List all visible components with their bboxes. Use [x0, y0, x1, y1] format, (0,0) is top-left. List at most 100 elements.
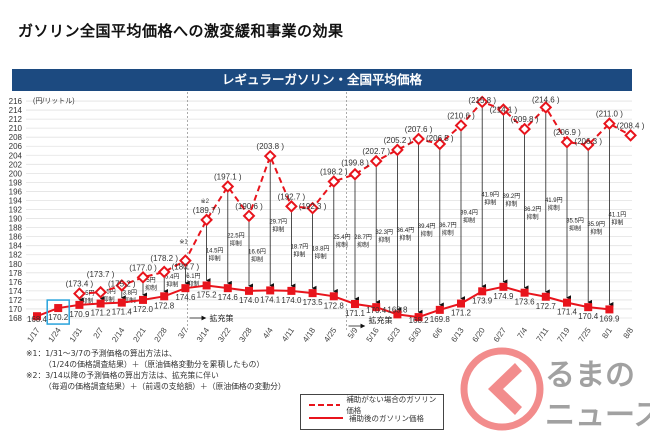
chart-banner: レギュラーガソリン・全国平均価格	[12, 69, 632, 91]
legend-label: 補助がない場合のガソリン価格	[346, 395, 437, 415]
x-tick-label: 6/27	[492, 326, 509, 344]
legend-item-no-subsidy: 補助がない場合のガソリン価格	[301, 395, 443, 415]
data-point-subsidized	[33, 312, 41, 321]
data-label-subsidized: 174.6	[218, 293, 239, 302]
suppression-amount: 32.3円	[375, 229, 393, 236]
x-tick-label: 3/28	[237, 326, 254, 344]
data-label-no-subsidy: (211.0 )	[596, 110, 623, 119]
x-tick-label: 3/22	[216, 326, 233, 344]
suppression-amount: 5.4円	[165, 273, 179, 280]
data-point-subsidized	[202, 281, 211, 290]
suppression-label: 抑制	[187, 280, 199, 288]
y-tick-label: 172	[9, 296, 23, 305]
data-label-no-subsidy: (202.7 )	[362, 147, 390, 156]
data-point-no-subsidy	[497, 103, 510, 116]
legend-label: 補助後のガソリン価格	[349, 413, 424, 423]
suppression-amount: 36.4円	[397, 227, 415, 234]
y-tick-label: 180	[9, 260, 23, 269]
suppression-label: 抑制	[272, 225, 284, 233]
suppression-label: 抑制	[569, 224, 581, 232]
x-tick-label: 7/11	[534, 326, 550, 344]
x-tick-label: 2/21	[131, 326, 148, 344]
y-tick-label: 170	[9, 305, 23, 314]
y-tick-label: 194	[9, 196, 23, 205]
note-2: ※2：3/14以降の予測価格の算出方法は、拡充策に伴い	[26, 371, 219, 380]
suppression-amount: 14.5円	[206, 248, 224, 255]
data-label-no-subsidy: (189.7 )	[193, 206, 221, 215]
data-label-subsidized: 169.8	[430, 315, 451, 324]
suppression-amount: 29.7円	[269, 218, 287, 225]
x-tick-label: 3/7	[176, 326, 190, 341]
data-point-subsidized	[139, 295, 147, 304]
x-tick-label: 7/4	[515, 326, 529, 341]
data-point-no-subsidy	[221, 180, 235, 193]
data-label-subsidized: 175.2	[197, 290, 218, 299]
data-label-no-subsidy: (214.6 )	[532, 95, 560, 104]
x-tick-label: 6/13	[449, 326, 466, 344]
suppression-label: 抑制	[421, 230, 433, 238]
suppression-amount: 35.5円	[566, 217, 584, 224]
note-1-detail: （1/24の価格調査結果）＋（原油価格変動分を累積したもの）	[44, 360, 265, 369]
y-tick-label: 192	[9, 206, 23, 215]
data-label-subsidized: 171.4	[557, 308, 578, 317]
data-point-subsidized	[160, 292, 169, 301]
y-tick-label: 184	[9, 242, 23, 251]
data-point-subsidized	[584, 303, 593, 312]
suppression-label: 抑制	[378, 236, 390, 244]
data-label-subsidized: 171.1	[345, 309, 366, 318]
data-point-no-subsidy	[306, 201, 319, 215]
suppression-amount: 36.7円	[439, 222, 457, 229]
suppression-amount: 16.6円	[248, 248, 266, 255]
data-point-subsidized	[372, 303, 381, 312]
data-point-no-subsidy	[242, 209, 256, 223]
suppression-label: 抑制	[505, 200, 517, 208]
data-label-no-subsidy: (192.7 )	[278, 192, 306, 201]
y-tick-label: 196	[9, 187, 23, 196]
data-label-no-subsidy: (203.8 )	[256, 142, 284, 151]
suppression-label: 抑制	[293, 251, 305, 259]
x-tick-label: 7/25	[577, 326, 594, 344]
suppression-label: 抑制	[209, 255, 221, 263]
data-label-no-subsidy: (198.2 )	[320, 167, 348, 176]
data-label-no-subsidy: (210.6 )	[447, 111, 475, 120]
data-point-subsidized	[266, 286, 275, 295]
data-point-subsidized	[287, 286, 296, 295]
data-point-no-subsidy	[518, 122, 531, 136]
suppression-label: 抑制	[81, 297, 93, 305]
data-point-subsidized	[478, 287, 487, 296]
data-label-no-subsidy: (177.0 )	[129, 263, 157, 272]
suppression-label: 抑制	[251, 255, 263, 263]
y-tick-label: 216	[9, 97, 23, 106]
suppression-label: 抑制	[166, 280, 178, 288]
suppression-amount: 39.4円	[460, 209, 478, 216]
footnote-marker: ※2	[201, 198, 210, 205]
x-tick-label: 2/7	[91, 326, 105, 341]
data-point-no-subsidy	[560, 135, 574, 149]
dashed-line-swatch-icon	[309, 404, 341, 406]
data-point-no-subsidy	[157, 265, 171, 279]
note-1: ※1：1/31～3/7の予測価格の算出方法は、	[26, 349, 177, 358]
data-label-subsidized: 173.9	[472, 296, 493, 305]
suppression-label: 抑制	[145, 284, 157, 292]
data-point-no-subsidy	[369, 154, 383, 168]
data-label-subsidized: 173.5	[303, 298, 324, 307]
data-label-no-subsidy: (206.3 )	[574, 137, 602, 146]
suppression-amount: 3.8円	[123, 290, 137, 297]
suppression-amount: 2.5円	[101, 289, 115, 296]
svg-text:ニュース: ニュース	[545, 399, 650, 432]
data-point-subsidized	[520, 288, 529, 297]
data-label-subsidized: 170.9	[69, 310, 90, 319]
data-point-subsidized	[75, 300, 84, 309]
data-point-subsidized	[351, 299, 359, 308]
data-label-no-subsidy: (205.2 )	[384, 136, 412, 145]
solid-line-swatch-icon	[309, 417, 343, 419]
data-label-no-subsidy: (206.5 )	[426, 134, 454, 143]
